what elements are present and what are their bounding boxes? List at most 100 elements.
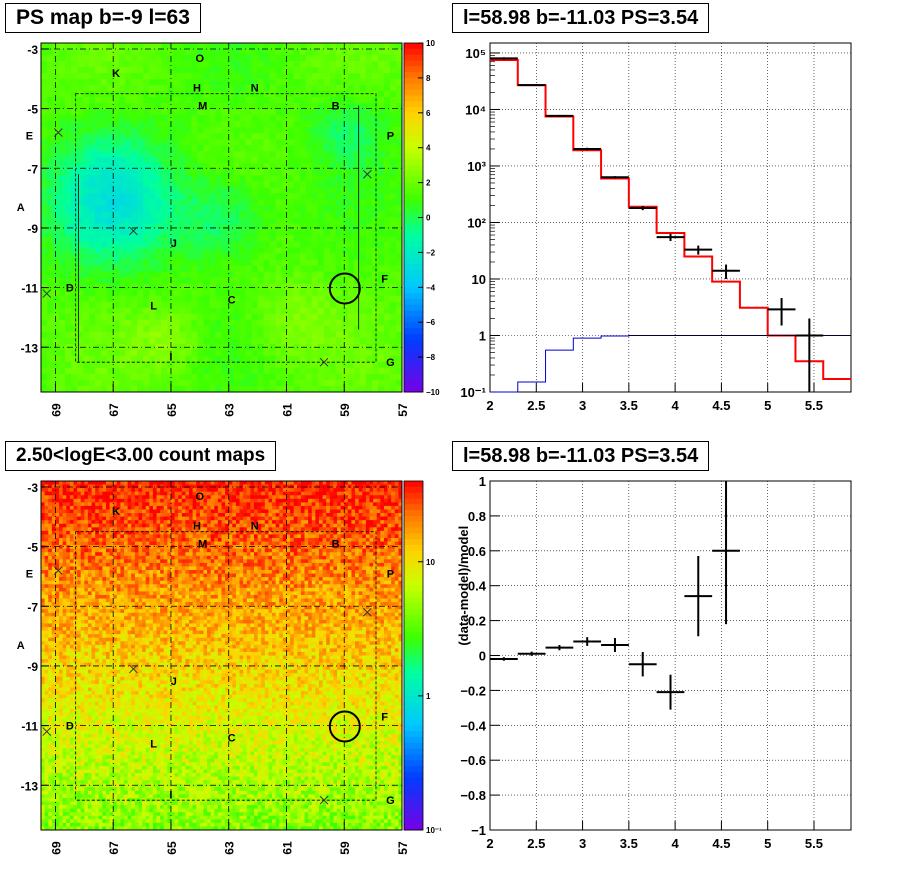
map-pixel bbox=[317, 163, 325, 170]
map-pixel bbox=[41, 217, 48, 224]
map-pixel bbox=[71, 151, 78, 158]
map-pixel bbox=[333, 484, 338, 489]
map-pixel bbox=[221, 505, 226, 510]
map-pixel bbox=[203, 361, 210, 369]
map-pixel bbox=[95, 115, 102, 122]
map-pixel bbox=[251, 223, 258, 230]
map-pixel bbox=[347, 247, 355, 255]
map-pixel bbox=[373, 498, 378, 503]
map-pixel bbox=[55, 491, 60, 496]
map-pixel bbox=[203, 205, 210, 212]
map-pixel bbox=[89, 325, 96, 333]
map-pixel bbox=[239, 79, 246, 86]
map-pixel bbox=[161, 301, 168, 309]
map-pixel bbox=[217, 495, 222, 500]
map-pixel bbox=[233, 67, 240, 74]
map-pixel bbox=[131, 85, 138, 92]
map-pixel bbox=[215, 361, 222, 369]
map-pixel bbox=[142, 495, 147, 500]
map-pixel bbox=[304, 498, 309, 503]
map-pixel bbox=[239, 181, 246, 188]
map-pixel bbox=[209, 337, 216, 345]
colorbar-segment bbox=[404, 106, 423, 114]
map-pixel bbox=[395, 157, 403, 164]
map-pixel bbox=[113, 151, 120, 158]
map-pixel bbox=[304, 513, 309, 518]
map-pixel bbox=[59, 488, 64, 493]
map-pixel bbox=[59, 229, 66, 236]
map-pixel bbox=[107, 181, 114, 188]
map-pixel bbox=[69, 516, 74, 521]
map-pixel bbox=[55, 523, 60, 528]
map-pixel bbox=[299, 313, 307, 321]
map-pixel bbox=[116, 498, 121, 503]
map-pixel bbox=[272, 505, 277, 510]
map-pixel bbox=[142, 488, 147, 493]
map-pixel bbox=[263, 373, 271, 381]
map-pixel bbox=[293, 163, 301, 170]
map-pixel bbox=[353, 283, 361, 291]
map-pixel bbox=[65, 379, 72, 387]
map-pixel bbox=[125, 325, 132, 333]
map-pixel bbox=[181, 491, 186, 496]
map-pixel bbox=[192, 516, 197, 521]
map-pixel bbox=[199, 495, 204, 500]
map-pixel bbox=[101, 235, 108, 242]
map-pixel bbox=[383, 229, 391, 236]
map-pixel bbox=[137, 115, 144, 122]
map-pixel bbox=[387, 495, 392, 500]
map-pixel bbox=[395, 355, 403, 363]
x-tick-label: 63 bbox=[223, 403, 237, 417]
map-pixel bbox=[323, 373, 331, 381]
map-pixel bbox=[149, 313, 156, 321]
map-pixel bbox=[77, 385, 84, 393]
map-pixel bbox=[377, 187, 385, 194]
map-pixel bbox=[335, 205, 343, 212]
map-pixel bbox=[191, 223, 198, 230]
map-pixel bbox=[203, 121, 210, 128]
map-pixel bbox=[371, 145, 379, 152]
map-pixel bbox=[83, 97, 90, 104]
map-pixel bbox=[335, 373, 343, 381]
map-pixel bbox=[53, 109, 60, 116]
map-pixel bbox=[359, 319, 367, 327]
map-pixel bbox=[227, 325, 234, 333]
map-pixel bbox=[269, 145, 277, 152]
map-pixel bbox=[326, 498, 331, 503]
map-pixel bbox=[44, 488, 49, 493]
map-pixel bbox=[353, 205, 361, 212]
map-pixel bbox=[344, 502, 349, 507]
map-pixel bbox=[191, 163, 198, 170]
map-pixel bbox=[287, 349, 295, 357]
map-pixel bbox=[102, 513, 107, 518]
map-pixel bbox=[257, 516, 262, 521]
map-pixel bbox=[304, 495, 309, 500]
map-pixel bbox=[263, 229, 271, 236]
map-pixel bbox=[137, 205, 144, 212]
map-pixel bbox=[335, 337, 343, 345]
map-pixel bbox=[134, 516, 139, 521]
map-pixel bbox=[137, 217, 144, 224]
map-pixel bbox=[263, 199, 271, 206]
colorbar-segment bbox=[404, 165, 423, 172]
map-pixel bbox=[341, 103, 349, 110]
map-pixel bbox=[221, 495, 226, 500]
map-pixel bbox=[143, 157, 150, 164]
map-pixel bbox=[149, 271, 156, 279]
map-pixel bbox=[371, 265, 379, 273]
map-pixel bbox=[203, 181, 210, 188]
map-pixel bbox=[41, 523, 46, 528]
map-pixel bbox=[55, 488, 60, 493]
map-pixel bbox=[89, 49, 96, 56]
map-pixel bbox=[143, 373, 150, 381]
map-pixel bbox=[297, 520, 302, 525]
map-pixel bbox=[323, 295, 331, 303]
map-pixel bbox=[149, 283, 156, 291]
colorbar-segment bbox=[404, 170, 423, 178]
map-pixel bbox=[365, 145, 373, 152]
map-pixel bbox=[293, 385, 301, 393]
map-pixel bbox=[233, 373, 240, 381]
colorbar-segment bbox=[404, 112, 423, 120]
map-pixel bbox=[191, 205, 198, 212]
map-pixel bbox=[395, 205, 403, 212]
